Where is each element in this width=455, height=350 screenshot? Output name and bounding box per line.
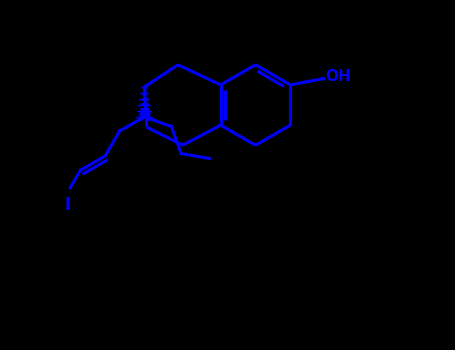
Text: OH: OH <box>325 69 351 84</box>
Text: N: N <box>139 110 150 124</box>
Text: I: I <box>65 196 71 215</box>
